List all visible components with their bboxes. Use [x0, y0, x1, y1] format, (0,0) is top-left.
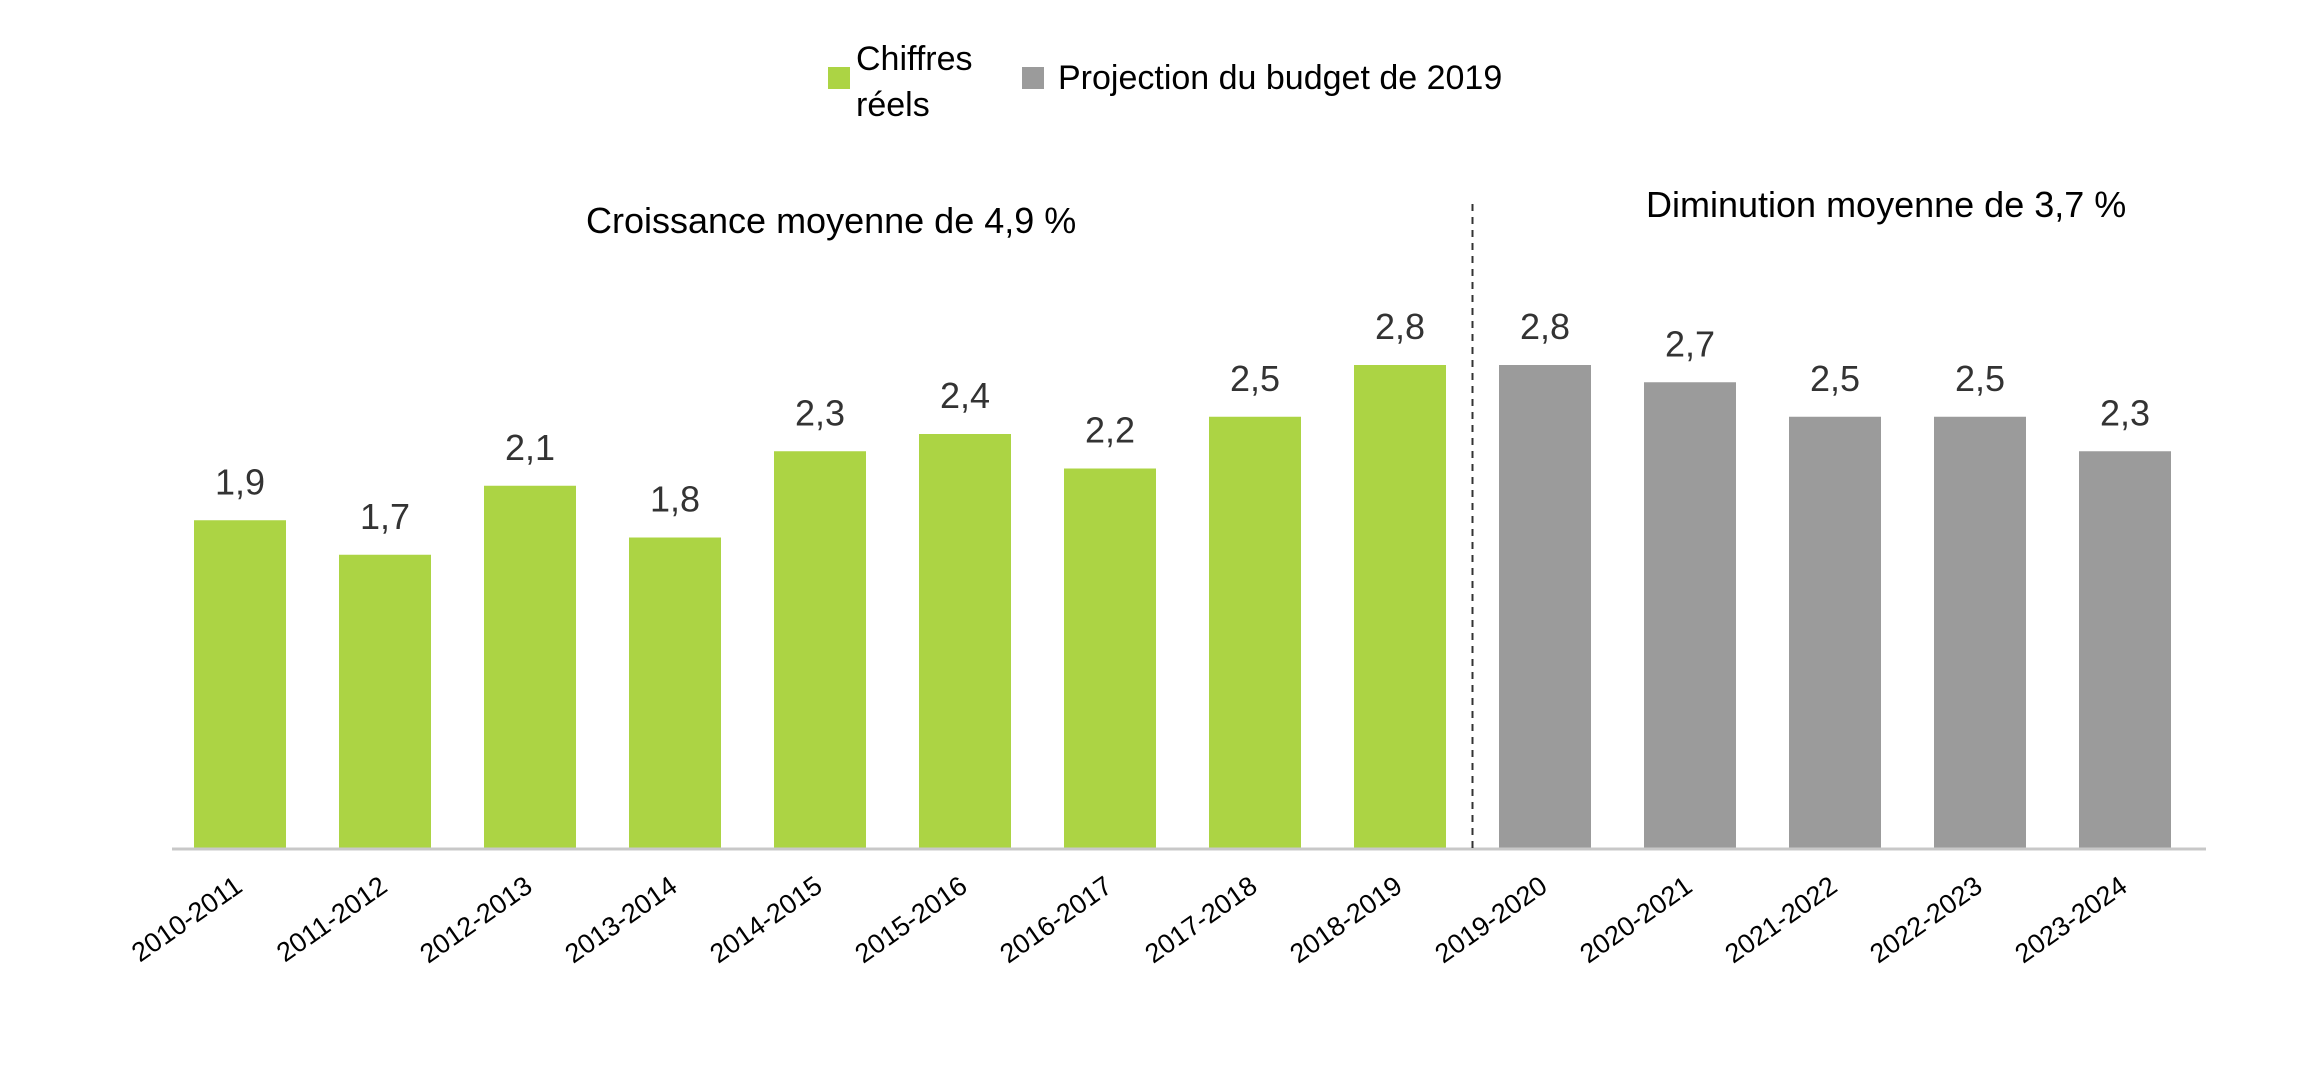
data-label-2018-2019: 2,8: [1375, 306, 1425, 347]
bar-2011-2012: [339, 554, 431, 848]
x-tick-label-2013-2014: 2013-2014: [559, 870, 682, 969]
data-label-2023-2024: 2,3: [2100, 392, 2150, 433]
bar-2022-2023: [1934, 416, 2026, 848]
x-tick-label-2014-2015: 2014-2015: [704, 870, 827, 969]
data-label-2020-2021: 2,7: [1665, 323, 1715, 364]
x-tick-label-2020-2021: 2020-2021: [1574, 870, 1697, 969]
bar-2019-2020: [1499, 365, 1591, 848]
legend-swatch-projection: [1022, 67, 1044, 89]
bar-2021-2022: [1789, 416, 1881, 848]
bar-2018-2019: [1354, 365, 1446, 848]
legend-item-projection: Projection du budget de 2019: [1022, 36, 1502, 101]
bar-2014-2015: [774, 451, 866, 848]
bar-2017-2018: [1209, 416, 1301, 848]
x-tick-label-2017-2018: 2017-2018: [1139, 870, 1262, 969]
annotation-decline: Diminution moyenne de 3,7 %: [1646, 184, 2127, 225]
x-tick-label-2010-2011: 2010-2011: [126, 870, 247, 967]
x-tick-label-2016-2017: 2016-2017: [994, 870, 1117, 969]
data-label-2021-2022: 2,5: [1810, 358, 1860, 399]
legend: Chiffres réels Projection du budget de 2…: [828, 36, 1502, 128]
x-tick-label-2022-2023: 2022-2023: [1864, 870, 1987, 969]
legend-swatch-actual: [828, 67, 850, 89]
legend-item-actual: Chiffres réels: [828, 36, 984, 128]
annotation-growth: Croissance moyenne de 4,9 %: [586, 200, 1077, 241]
x-tick-label-2012-2013: 2012-2013: [414, 870, 537, 969]
x-tick-label-2011-2012: 2011-2012: [271, 870, 392, 967]
data-label-2019-2020: 2,8: [1520, 306, 1570, 347]
data-label-2014-2015: 2,3: [795, 392, 845, 433]
data-label-2011-2012: 1,7: [360, 496, 410, 537]
x-tick-label-2023-2024: 2023-2024: [2009, 870, 2132, 969]
x-tick-label-2015-2016: 2015-2016: [849, 870, 972, 969]
data-label-2017-2018: 2,5: [1230, 358, 1280, 399]
data-label-2015-2016: 2,4: [940, 375, 990, 416]
data-label-2013-2014: 1,8: [650, 479, 700, 520]
bar-2020-2021: [1644, 382, 1736, 848]
data-label-2012-2013: 2,1: [505, 427, 555, 468]
bar-2016-2017: [1064, 468, 1156, 848]
x-tick-label-2021-2022: 2021-2022: [1719, 870, 1842, 969]
bar-2015-2016: [919, 434, 1011, 848]
legend-label-actual: Chiffres réels: [856, 40, 973, 124]
bar-2013-2014: [629, 537, 721, 848]
x-tick-label-2019-2020: 2019-2020: [1429, 870, 1552, 969]
legend-label-projection: Projection du budget de 2019: [1058, 59, 1503, 97]
data-label-2022-2023: 2,5: [1955, 358, 2005, 399]
bar-2023-2024: [2079, 451, 2171, 848]
data-label-2010-2011: 1,9: [215, 461, 265, 502]
x-tick-label-2018-2019: 2018-2019: [1284, 870, 1407, 969]
data-label-2016-2017: 2,2: [1085, 410, 1135, 451]
bar-2010-2011: [194, 520, 286, 848]
bar-2012-2013: [484, 485, 576, 848]
